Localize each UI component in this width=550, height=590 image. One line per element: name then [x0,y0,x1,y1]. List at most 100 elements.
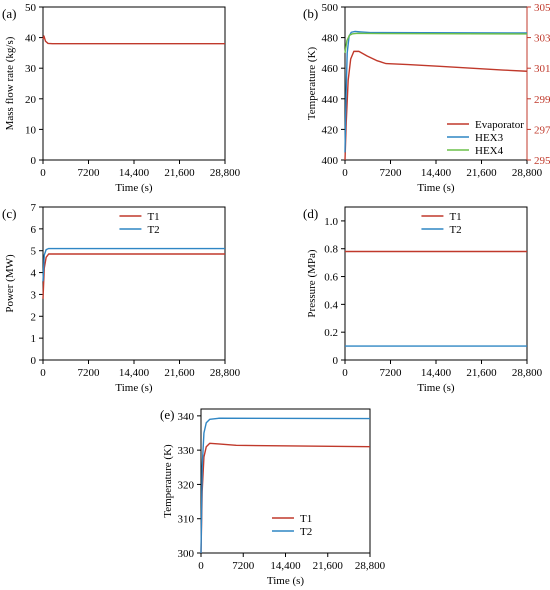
x-tick-label: 7200 [380,367,403,379]
plot-frame [42,206,226,361]
y-tick-label: 0.6 [324,272,338,284]
legend-label: T2 [147,224,159,236]
x-axis-label: Time (s) [115,382,153,394]
panel-label: (a) [2,6,16,21]
y-tick-label: 1.0 [324,216,338,228]
y-axis-label: Mass flow rate (kg/s) [4,36,16,130]
x-tick-label: 7200 [232,560,255,572]
y-tick-label: 300 [178,548,195,560]
x-tick-label: 21,600 [164,167,195,179]
x-tick-label: 14,400 [421,367,452,379]
y-tick-label: 0.8 [324,244,338,256]
x-tick-label: 0 [342,167,348,179]
legend-label: T2 [300,526,312,538]
y-tick-label: 10 [25,124,37,136]
x-axis-label: Time (s) [417,182,455,194]
x-tick-label: 14,400 [421,167,452,179]
y-tick-label: 0 [31,155,37,167]
y-tick-label: 0 [31,355,37,367]
x-tick-label: 0 [40,167,46,179]
y2-tick-label: 303 [534,33,550,45]
series-line [344,32,528,54]
y-tick-label: 460 [322,63,339,75]
x-axis-label: Time (s) [417,382,455,394]
legend-label: T1 [300,513,312,525]
legend-label: HEX3 [475,132,504,144]
x-axis-label: Time (s) [115,182,153,194]
x-tick-label: 14,400 [119,367,150,379]
y-tick-label: 0.4 [324,299,338,311]
x-tick-label: 0 [198,560,204,572]
y-tick-label: 3 [31,289,37,301]
x-tick-label: 28,800 [210,367,241,379]
panel-label: (b) [303,6,318,21]
y-tick-label: 420 [322,124,339,136]
y-tick-label: 0.2 [324,327,338,339]
y-tick-label: 7 [31,202,37,214]
y-tick-label: 30 [25,63,37,75]
legend-label: HEX4 [475,145,504,157]
x-tick-label: 21,600 [164,367,195,379]
x-axis-label: Time (s) [267,575,305,587]
y-axis-label: Power (MW) [4,254,16,313]
series-line [42,35,225,45]
legend-label: T1 [449,211,461,223]
panel-label: (e) [160,407,174,422]
y2-tick-label: 301 [534,63,550,75]
series-line [42,253,225,299]
series-line [200,417,371,554]
panel-e: (e) 0 7200 14,400 21,600 28,800 300 310 320 330 34… [160,407,386,587]
y-tick-label: 310 [178,514,195,526]
y2-tick-label: 297 [534,124,550,136]
y-tick-label: 2 [31,311,37,323]
legend-label: T2 [449,224,461,236]
panel-a: (a) 0 7200 14,400 21,600 28,800 0 10 20 30 40 50 Tim… [2,2,241,194]
panel-d: (d) 0 7200 14,400 21,600 28,800 0 0.2 0.4 0.6 0.8 1… [303,206,543,394]
y-tick-label: 40 [25,33,37,45]
x-tick-label: 7200 [380,167,403,179]
x-tick-label: 14,400 [119,167,150,179]
y-axis-label: Pressure (MPa) [306,249,318,317]
x-tick-label: 28,800 [512,367,543,379]
x-tick-label: 7200 [78,367,101,379]
y2-tick-label: 295 [534,155,550,167]
y2-tick-label: 305 [534,2,550,14]
y-tick-label: 6 [31,224,37,236]
x-tick-label: 0 [342,367,348,379]
legend-label: T1 [147,211,159,223]
y-tick-label: 400 [322,155,339,167]
y-tick-label: 340 [178,411,195,423]
y-tick-label: 4 [31,268,37,280]
panel-b: (b) 0 7200 14,400 21,600 28,800 400 420 440 460 48… [303,2,550,194]
panel-c: (c) 0 7200 14,400 21,600 28,800 0 1 2 3 4 5 6 7 Time (… [2,202,241,394]
y-axis-label: Temperature (K) [306,46,318,120]
x-tick-label: 28,800 [210,167,241,179]
x-tick-label: 21,600 [313,560,344,572]
x-tick-label: 21,600 [466,367,497,379]
y2-tick-label: 299 [534,94,550,106]
series-line [344,30,528,153]
y-tick-label: 440 [322,94,339,106]
series-line [200,442,371,554]
series-line [344,50,528,161]
y-tick-label: 1 [31,333,37,345]
y-tick-label: 500 [322,2,339,14]
y-tick-label: 480 [322,33,339,45]
x-tick-label: 21,600 [466,167,497,179]
y-tick-label: 5 [31,246,37,258]
plot-frame [344,206,528,361]
panel-label: (c) [2,206,16,221]
y-tick-label: 50 [25,2,37,14]
legend-label: Evaporator [475,119,524,131]
y-tick-label: 330 [178,445,195,457]
x-tick-label: 7200 [78,167,101,179]
series-line [42,247,225,282]
x-tick-label: 28,800 [355,560,386,572]
y-tick-label: 20 [25,94,37,106]
x-tick-label: 0 [40,367,46,379]
y-tick-label: 0 [333,355,339,367]
x-tick-label: 14,400 [270,560,301,572]
panel-label: (d) [303,206,318,221]
y-axis-label: Temperature (K) [162,444,174,518]
